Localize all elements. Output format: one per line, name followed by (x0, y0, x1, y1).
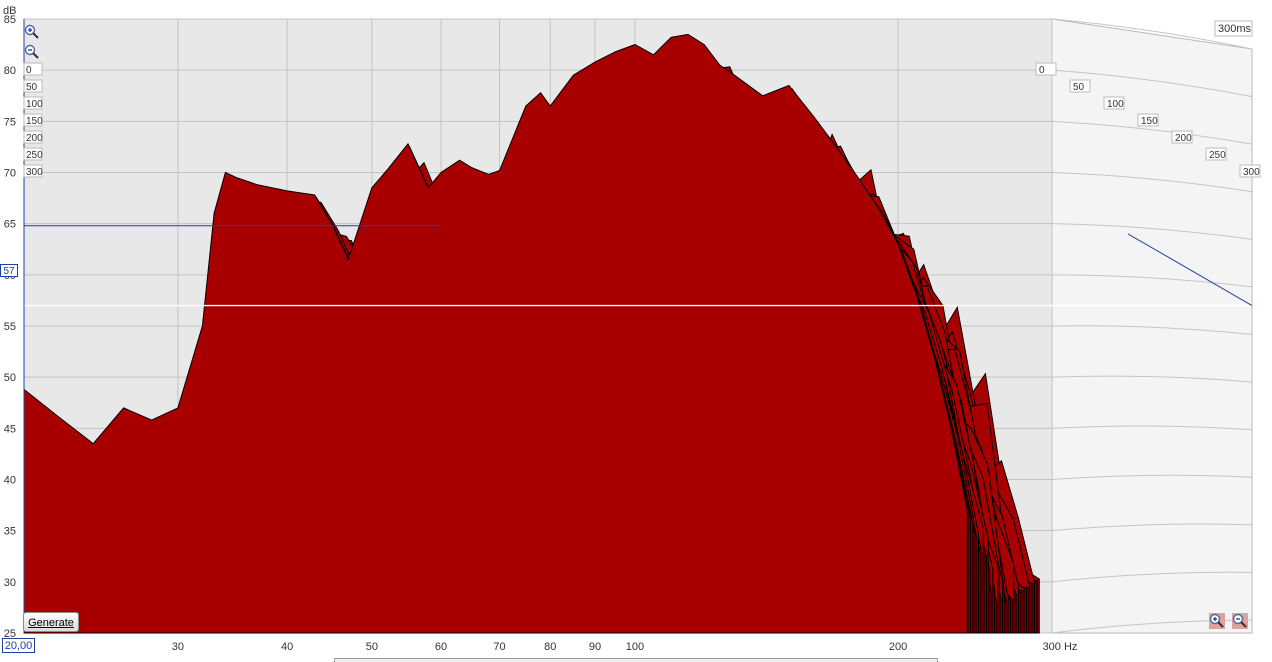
grid-line-depth (1051, 274, 1253, 288)
time-tick-left: 250 (23, 147, 43, 161)
x-tick-label: 30 (172, 641, 184, 653)
time-tick-box (23, 147, 43, 161)
time-tick-left: 150 (23, 113, 43, 127)
time-window: 300ms (1214, 20, 1253, 37)
time-tick-label: 250 (26, 150, 43, 161)
x-tick-label: 100 (626, 641, 644, 653)
y-tick-label: 55 (4, 321, 16, 333)
time-window-box (1214, 20, 1253, 37)
zoom-x-out-icon[interactable] (1232, 613, 1248, 629)
zoom-in-icon[interactable] (24, 24, 40, 40)
y-tick-label: 25 (4, 628, 16, 640)
y-tick-label: 80 (4, 65, 16, 77)
time-tick-left: 200 (23, 130, 43, 144)
x-tick-label: 40 (281, 641, 293, 653)
time-tick-diagonal: 100 (1103, 96, 1125, 110)
time-tick-box (23, 96, 43, 110)
time-tick-box (23, 130, 43, 144)
x-tick-label: 50 (366, 641, 378, 653)
x-axis: 30 40 50 60 70 80 90 100 200 300 Hz (172, 641, 1078, 653)
time-tick-label: 100 (1107, 99, 1124, 110)
time-tick-label: 50 (1073, 82, 1085, 93)
cursor-value-box: 57 (0, 264, 18, 277)
time-tick-label: 0 (26, 65, 32, 76)
time-tick-box (1069, 79, 1091, 93)
x-tick-label: 80 (544, 641, 556, 653)
time-tick-label: 0 (1039, 65, 1045, 76)
y-tick-label: 45 (4, 423, 16, 435)
grid-line-depth (1051, 571, 1253, 583)
time-tick-box (1137, 113, 1159, 127)
time-tick-label: 50 (26, 82, 38, 93)
time-tick-box (1103, 96, 1125, 110)
cursor-line-depth (1127, 233, 1253, 306)
grid-line-depth (1051, 474, 1253, 480)
time-tick-diagonal: 150 (1137, 113, 1159, 127)
time-tick-label: 200 (1175, 133, 1192, 144)
grid-line-depth (1051, 120, 1253, 145)
time-tick-diagonal: 0 (1035, 62, 1057, 76)
grid-line-depth (1051, 18, 1253, 50)
time-tick-left: 0 (23, 62, 43, 76)
y-tick-label: 35 (4, 526, 16, 538)
time-tick-label: 250 (1209, 150, 1226, 161)
x-tick-label: 200 (889, 641, 907, 653)
x-tick-label: 60 (435, 641, 447, 653)
horizontal-scrollbar[interactable] (334, 658, 938, 662)
time-tick-box (23, 113, 43, 127)
time-tick-label: 200 (26, 133, 43, 144)
y-tick-label: 75 (4, 116, 16, 128)
waterfall-slice (23, 33, 968, 634)
time-axis: 0 0 50 50 100 100 150 150 200 200 250 250 300 300 300m… (23, 20, 1261, 178)
time-tick-label: 300 (26, 167, 43, 178)
time-tick-box (1205, 147, 1227, 161)
grid-line-depth (1051, 69, 1253, 98)
y-tick-label: 40 (4, 475, 16, 487)
x-tick-label: 70 (493, 641, 505, 653)
time-tick-left: 100 (23, 96, 43, 110)
time-tick-label: 100 (26, 99, 43, 110)
grid-line-depth (1051, 223, 1253, 240)
time-tick-label: 150 (26, 116, 43, 127)
time-tick-box (1171, 130, 1193, 144)
start-frequency-field[interactable]: 20,00 (2, 638, 35, 653)
time-tick-box (23, 164, 43, 178)
y-tick-label: 65 (4, 219, 16, 231)
y-tick-label: 30 (4, 577, 16, 589)
time-tick-left: 50 (23, 79, 43, 93)
time-tick-label: 150 (1141, 116, 1158, 127)
generate-button[interactable]: Generate (23, 612, 79, 632)
time-window-label: 300ms (1218, 23, 1252, 35)
time-tick-diagonal: 200 (1171, 130, 1193, 144)
grid-line-depth (1051, 325, 1253, 336)
time-tick-diagonal: 250 (1205, 147, 1227, 161)
time-tick-box (1035, 62, 1057, 76)
y-tick-label: 85 (4, 14, 16, 26)
grid-line-depth (1051, 425, 1253, 431)
time-tick-diagonal: 50 (1069, 79, 1091, 93)
waterfall-slices (23, 33, 1040, 634)
grid-line-depth (1051, 619, 1253, 634)
time-tick-left: 300 (23, 164, 43, 178)
y-tick-label: 70 (4, 168, 16, 180)
y-tick-label: 50 (4, 372, 16, 384)
time-tick-box (23, 62, 43, 76)
time-tick-box (1239, 164, 1261, 178)
x-tick-label: 300 Hz (1043, 641, 1078, 653)
zoom-x-in-icon[interactable] (1209, 613, 1225, 629)
grid-line-depth (1051, 523, 1253, 532)
y-axis-label: dB (3, 5, 16, 17)
x-tick-label: 90 (589, 641, 601, 653)
grid-line-depth (1051, 375, 1253, 383)
time-tick-label: 300 (1243, 167, 1260, 178)
grid-line-depth (1051, 172, 1253, 193)
time-tick-box (23, 79, 43, 93)
time-tick-diagonal: 300 (1239, 164, 1261, 178)
zoom-out-icon[interactable] (24, 44, 40, 60)
